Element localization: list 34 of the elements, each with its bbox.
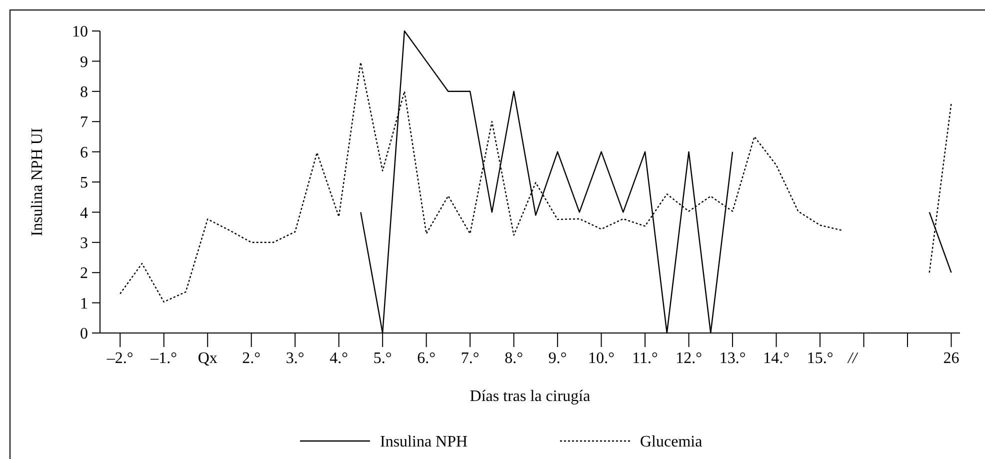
y-tick-label: 4 — [80, 204, 88, 222]
y-tick-label: 0 — [80, 326, 88, 343]
x-tick-label: 9.° — [548, 350, 567, 367]
x-tick-label: 4.° — [330, 350, 348, 367]
x-tick-label: Qx — [198, 350, 218, 367]
legend-label: Insulina NPH — [380, 434, 468, 451]
y-tick-label: 6 — [80, 144, 88, 162]
x-tick-label: 10.° — [588, 350, 615, 367]
x-tick-label: –1.° — [150, 350, 178, 367]
x-tick-label: 13.° — [719, 350, 746, 367]
x-tick-label: 15.° — [806, 350, 834, 367]
y-tick-label: 10 — [72, 24, 88, 41]
y-tick-label: 3 — [80, 235, 88, 252]
y-tick-label: 7 — [80, 114, 88, 132]
legend-label: Glucemia — [640, 434, 702, 451]
x-tick-label: 11.° — [632, 350, 658, 367]
y-tick-label: 5 — [80, 174, 88, 192]
x-tick-label: 8.° — [504, 350, 524, 367]
x-axis-title: Días tras la cirugía — [470, 388, 590, 405]
x-tick-label: –2.° — [106, 350, 134, 367]
y-tick-label: 9 — [80, 54, 88, 71]
x-tick-label: 12.° — [676, 350, 702, 367]
x-tick-label: 3.° — [286, 350, 304, 367]
x-tick-label: 14.° — [763, 350, 790, 367]
text: // — [847, 350, 858, 367]
y-tick-label: 8 — [80, 84, 88, 101]
x-tick-label: 2.° — [242, 350, 261, 367]
y-axis-title: Insulina NPH UI — [29, 128, 46, 236]
x-tick-label: 26 — [943, 350, 960, 367]
x-tick-label: 6.° — [417, 350, 436, 367]
y-tick-label: 2 — [80, 265, 88, 282]
x-tick-label: 7.° — [460, 350, 480, 367]
y-tick-label: 1 — [80, 295, 88, 312]
x-tick-label: 5.° — [373, 350, 392, 367]
